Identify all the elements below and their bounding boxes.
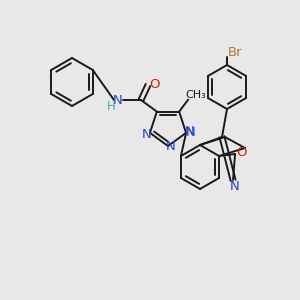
Text: O: O	[236, 146, 246, 160]
Text: N: N	[142, 128, 152, 141]
Text: N: N	[113, 94, 123, 106]
Text: N: N	[186, 126, 196, 140]
Text: O: O	[149, 79, 159, 92]
Text: H: H	[106, 100, 116, 113]
Text: Br: Br	[228, 46, 242, 59]
Text: N: N	[166, 140, 176, 154]
Text: CH₃: CH₃	[186, 90, 206, 100]
Text: N: N	[230, 181, 240, 194]
Text: N: N	[185, 125, 195, 138]
